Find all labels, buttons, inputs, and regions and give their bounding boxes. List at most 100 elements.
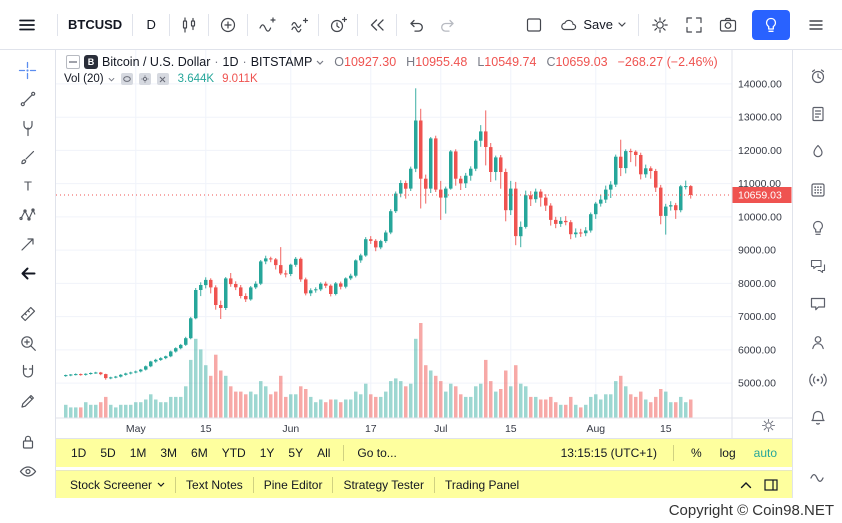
svg-text:13000.00: 13000.00 [738, 112, 782, 124]
drawing-toolbar: T [0, 50, 56, 498]
symbol-button[interactable]: BTCUSD [61, 10, 129, 40]
window-icon [764, 478, 778, 491]
tab-pine-editor[interactable]: Pine Editor [260, 478, 327, 492]
price-scale-settings-button[interactable] [761, 418, 776, 436]
forecast-tool-button[interactable] [11, 232, 45, 256]
range-all-button[interactable]: All [310, 446, 337, 460]
data-window-button[interactable] [801, 102, 835, 126]
object-tree-button[interactable] [801, 464, 835, 488]
pattern-tool-button[interactable] [11, 203, 45, 227]
save-label: Save [583, 17, 613, 32]
alerts-panel-button[interactable] [801, 64, 835, 88]
replay-button[interactable] [361, 10, 393, 40]
private-chat-button[interactable] [801, 292, 835, 316]
main-menu-button[interactable] [11, 10, 43, 40]
panel-window-button[interactable] [760, 478, 782, 491]
svg-text:15: 15 [200, 423, 212, 435]
pitchfork-tool-button[interactable] [11, 116, 45, 140]
range-ytd-button[interactable]: YTD [215, 446, 253, 460]
measure-tool-button[interactable] [11, 302, 45, 326]
separator [247, 13, 249, 36]
calendar-button[interactable] [801, 178, 835, 202]
brush-tool-button[interactable] [11, 145, 45, 169]
auto-scale-button[interactable]: auto [747, 446, 784, 460]
volume-label[interactable]: Vol (20) [64, 73, 104, 85]
lock-drawings-button[interactable] [11, 430, 45, 454]
watchlist-toggle-button[interactable] [792, 10, 840, 40]
magnet-icon [22, 364, 33, 378]
undo-button[interactable] [400, 10, 432, 40]
cursor-arrow-tool-button[interactable] [11, 261, 45, 285]
range-1m-button[interactable]: 1M [123, 446, 154, 460]
hotlists-button[interactable] [801, 140, 835, 164]
range-6m-button[interactable]: 6M [184, 446, 215, 460]
public-chats-button[interactable] [801, 254, 835, 278]
log-scale-button[interactable]: log [713, 446, 743, 460]
change-value: −268.27 (−2.46%) [617, 55, 718, 69]
low-value: 10549.74 [484, 55, 537, 69]
legend-dot: · [242, 55, 247, 69]
layout-icon [527, 17, 542, 32]
tab-strategy-tester[interactable]: Strategy Tester [339, 478, 427, 492]
keypad-icon [810, 183, 825, 197]
save-button[interactable]: Save [552, 10, 633, 40]
indicator-templates-button[interactable] [283, 10, 315, 40]
volume-settings-button[interactable] [138, 73, 151, 85]
crosshair-tool-button[interactable] [11, 58, 45, 82]
camera-icon [719, 17, 737, 32]
chevron-down-icon[interactable] [108, 77, 115, 82]
list-icon [809, 19, 823, 30]
chart-svg[interactable]: 14000.0013000.0012000.0011000.0010000.00… [56, 50, 792, 438]
clock-label[interactable]: 13:15:15 (UTC+1) [555, 446, 663, 460]
legend-collapse-button[interactable] [66, 55, 80, 69]
tab-trading-panel[interactable]: Trading Panel [441, 478, 523, 492]
close-label: C [546, 55, 556, 69]
publish-idea-button[interactable] [752, 9, 790, 40]
zoom-in-tool-button[interactable] [11, 331, 45, 355]
range-1y-button[interactable]: 1Y [253, 446, 282, 460]
undo-icon [410, 19, 424, 32]
separator [318, 13, 320, 36]
svg-text:5000.00: 5000.00 [738, 378, 776, 390]
settings-button[interactable] [644, 10, 676, 40]
chart-area[interactable]: 14000.00 13000.00 12000.00 11000.00 10000.00… [56, 50, 792, 438]
chart-style-button[interactable] [173, 10, 205, 40]
my-ideas-button[interactable] [801, 216, 835, 240]
range-5y-button[interactable]: 5Y [281, 446, 310, 460]
range-5d-button[interactable]: 5D [93, 446, 122, 460]
hide-drawings-button[interactable] [11, 459, 45, 483]
magnet-tool-button[interactable] [11, 360, 45, 384]
chevron-down-icon[interactable] [316, 60, 324, 65]
brush-icon [20, 150, 34, 165]
indicators-button[interactable] [251, 10, 283, 40]
text-tool-button[interactable]: T [11, 174, 45, 198]
bold-left-arrow-icon [21, 267, 36, 279]
goto-button[interactable]: Go to... [350, 446, 403, 460]
compare-button[interactable] [212, 10, 244, 40]
range-1d-button[interactable]: 1D [64, 446, 93, 460]
panel-expand-button[interactable] [736, 481, 756, 489]
snapshot-button[interactable] [712, 10, 744, 40]
symbol-title[interactable]: Bitcoin / U.S. Dollar [102, 55, 211, 69]
svg-text:15: 15 [660, 423, 672, 435]
layout-button[interactable] [518, 10, 550, 40]
percent-scale-button[interactable]: % [684, 446, 709, 460]
volume-close-button[interactable] [156, 73, 169, 85]
svg-text:9000.00: 9000.00 [738, 245, 776, 257]
notifications-button[interactable] [801, 406, 835, 430]
copyright-text: Copyright © Coin98.NET [668, 502, 834, 519]
trend-line-tool-button[interactable] [11, 87, 45, 111]
ideas-stream-button[interactable] [801, 368, 835, 392]
interval-button[interactable]: D [136, 10, 166, 40]
volume-visibility-button[interactable] [120, 73, 133, 85]
support-button[interactable] [801, 330, 835, 354]
redo-button[interactable] [432, 10, 464, 40]
tab-text-notes[interactable]: Text Notes [182, 478, 247, 492]
range-3m-button[interactable]: 3M [153, 446, 184, 460]
fullscreen-button[interactable] [678, 10, 710, 40]
collapse-minus-icon [69, 61, 77, 63]
drawing-mode-button[interactable] [11, 389, 45, 413]
alert-button[interactable] [322, 10, 354, 40]
tab-stock-screener[interactable]: Stock Screener [66, 478, 169, 492]
pencil-icon [20, 395, 34, 408]
